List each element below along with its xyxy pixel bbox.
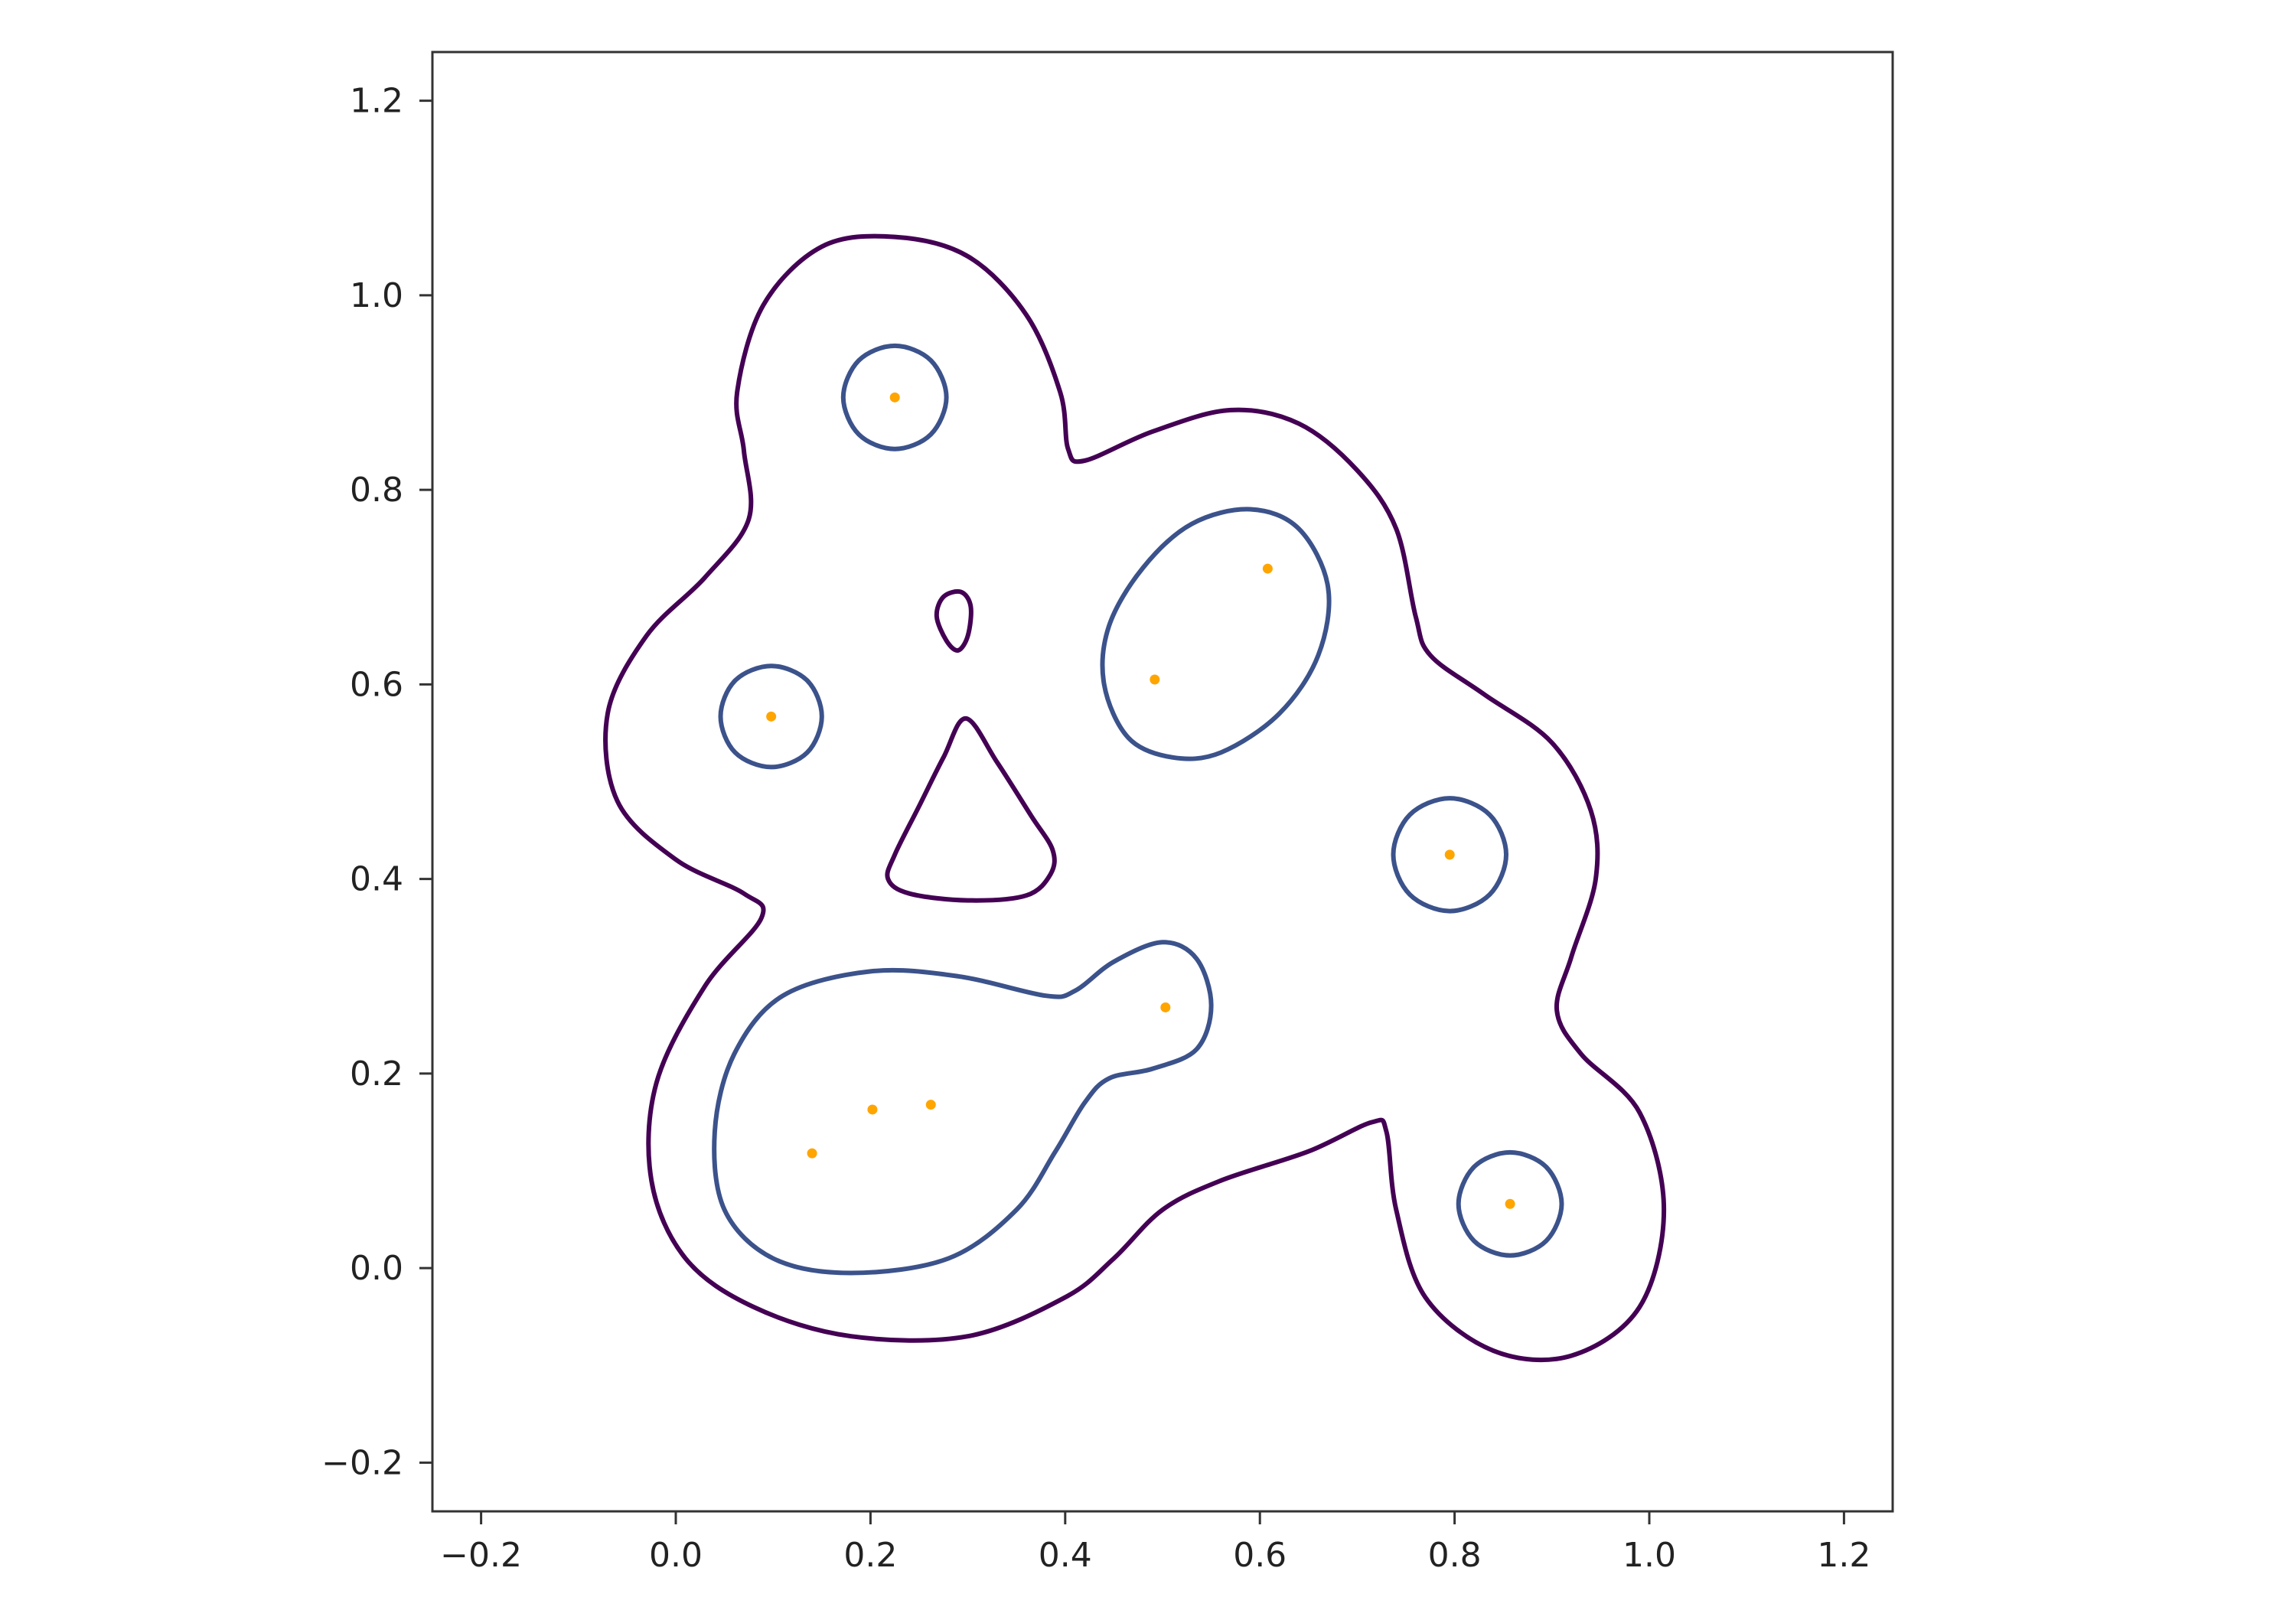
contour-lines xyxy=(603,233,1667,1363)
x-axis: −0.2 0.0 0.2 0.4 0.6 0.8 1.0 1.2 xyxy=(440,1511,1870,1575)
contour-line-level-2-4 xyxy=(1391,796,1508,914)
x-tick-label: 0.8 xyxy=(1428,1536,1482,1575)
data-point xyxy=(1160,1002,1171,1012)
y-axis: −0.2 0.0 0.2 0.4 0.6 0.8 1.0 1.2 xyxy=(321,82,432,1482)
data-point xyxy=(1444,849,1455,860)
data-point xyxy=(807,1148,817,1159)
x-tick-label: 0.0 xyxy=(649,1536,703,1575)
contour-line-level-2-6 xyxy=(1456,1149,1564,1258)
contour-line-level-2-2 xyxy=(718,663,824,770)
y-tick-label: 0.8 xyxy=(350,471,403,510)
x-tick-label: 1.0 xyxy=(1623,1536,1676,1575)
x-tick-label: 1.2 xyxy=(1817,1536,1870,1575)
data-point xyxy=(867,1104,878,1115)
x-tick-label: 0.6 xyxy=(1233,1536,1287,1575)
y-tick-label: 0.6 xyxy=(350,665,403,704)
data-point xyxy=(1505,1198,1515,1209)
contour-line-level-2-5 xyxy=(712,940,1214,1276)
y-tick-label: 0.4 xyxy=(350,860,403,899)
y-tick-label: −0.2 xyxy=(321,1443,403,1482)
data-points xyxy=(766,392,1515,1209)
contour-line-level-2-3 xyxy=(1100,507,1332,761)
data-point xyxy=(766,711,777,722)
x-tick-label: −0.2 xyxy=(440,1536,522,1575)
contour-line-level-2-1 xyxy=(840,343,949,451)
x-tick-label: 0.4 xyxy=(1039,1536,1092,1575)
y-tick-label: 1.2 xyxy=(350,82,403,121)
data-point xyxy=(925,1100,936,1110)
data-point xyxy=(1150,674,1160,685)
x-tick-label: 0.2 xyxy=(843,1536,897,1575)
data-point xyxy=(889,392,900,403)
y-tick-label: 1.0 xyxy=(350,276,403,315)
contour-line-level-1-2 xyxy=(934,588,974,653)
data-point xyxy=(1262,563,1273,574)
y-tick-label: 0.2 xyxy=(350,1054,403,1094)
y-tick-label: 0.0 xyxy=(350,1249,403,1288)
contour-line-level-1-3 xyxy=(885,715,1057,903)
contour-line-level-1-1 xyxy=(603,233,1667,1363)
axes-frame xyxy=(431,51,1894,1513)
